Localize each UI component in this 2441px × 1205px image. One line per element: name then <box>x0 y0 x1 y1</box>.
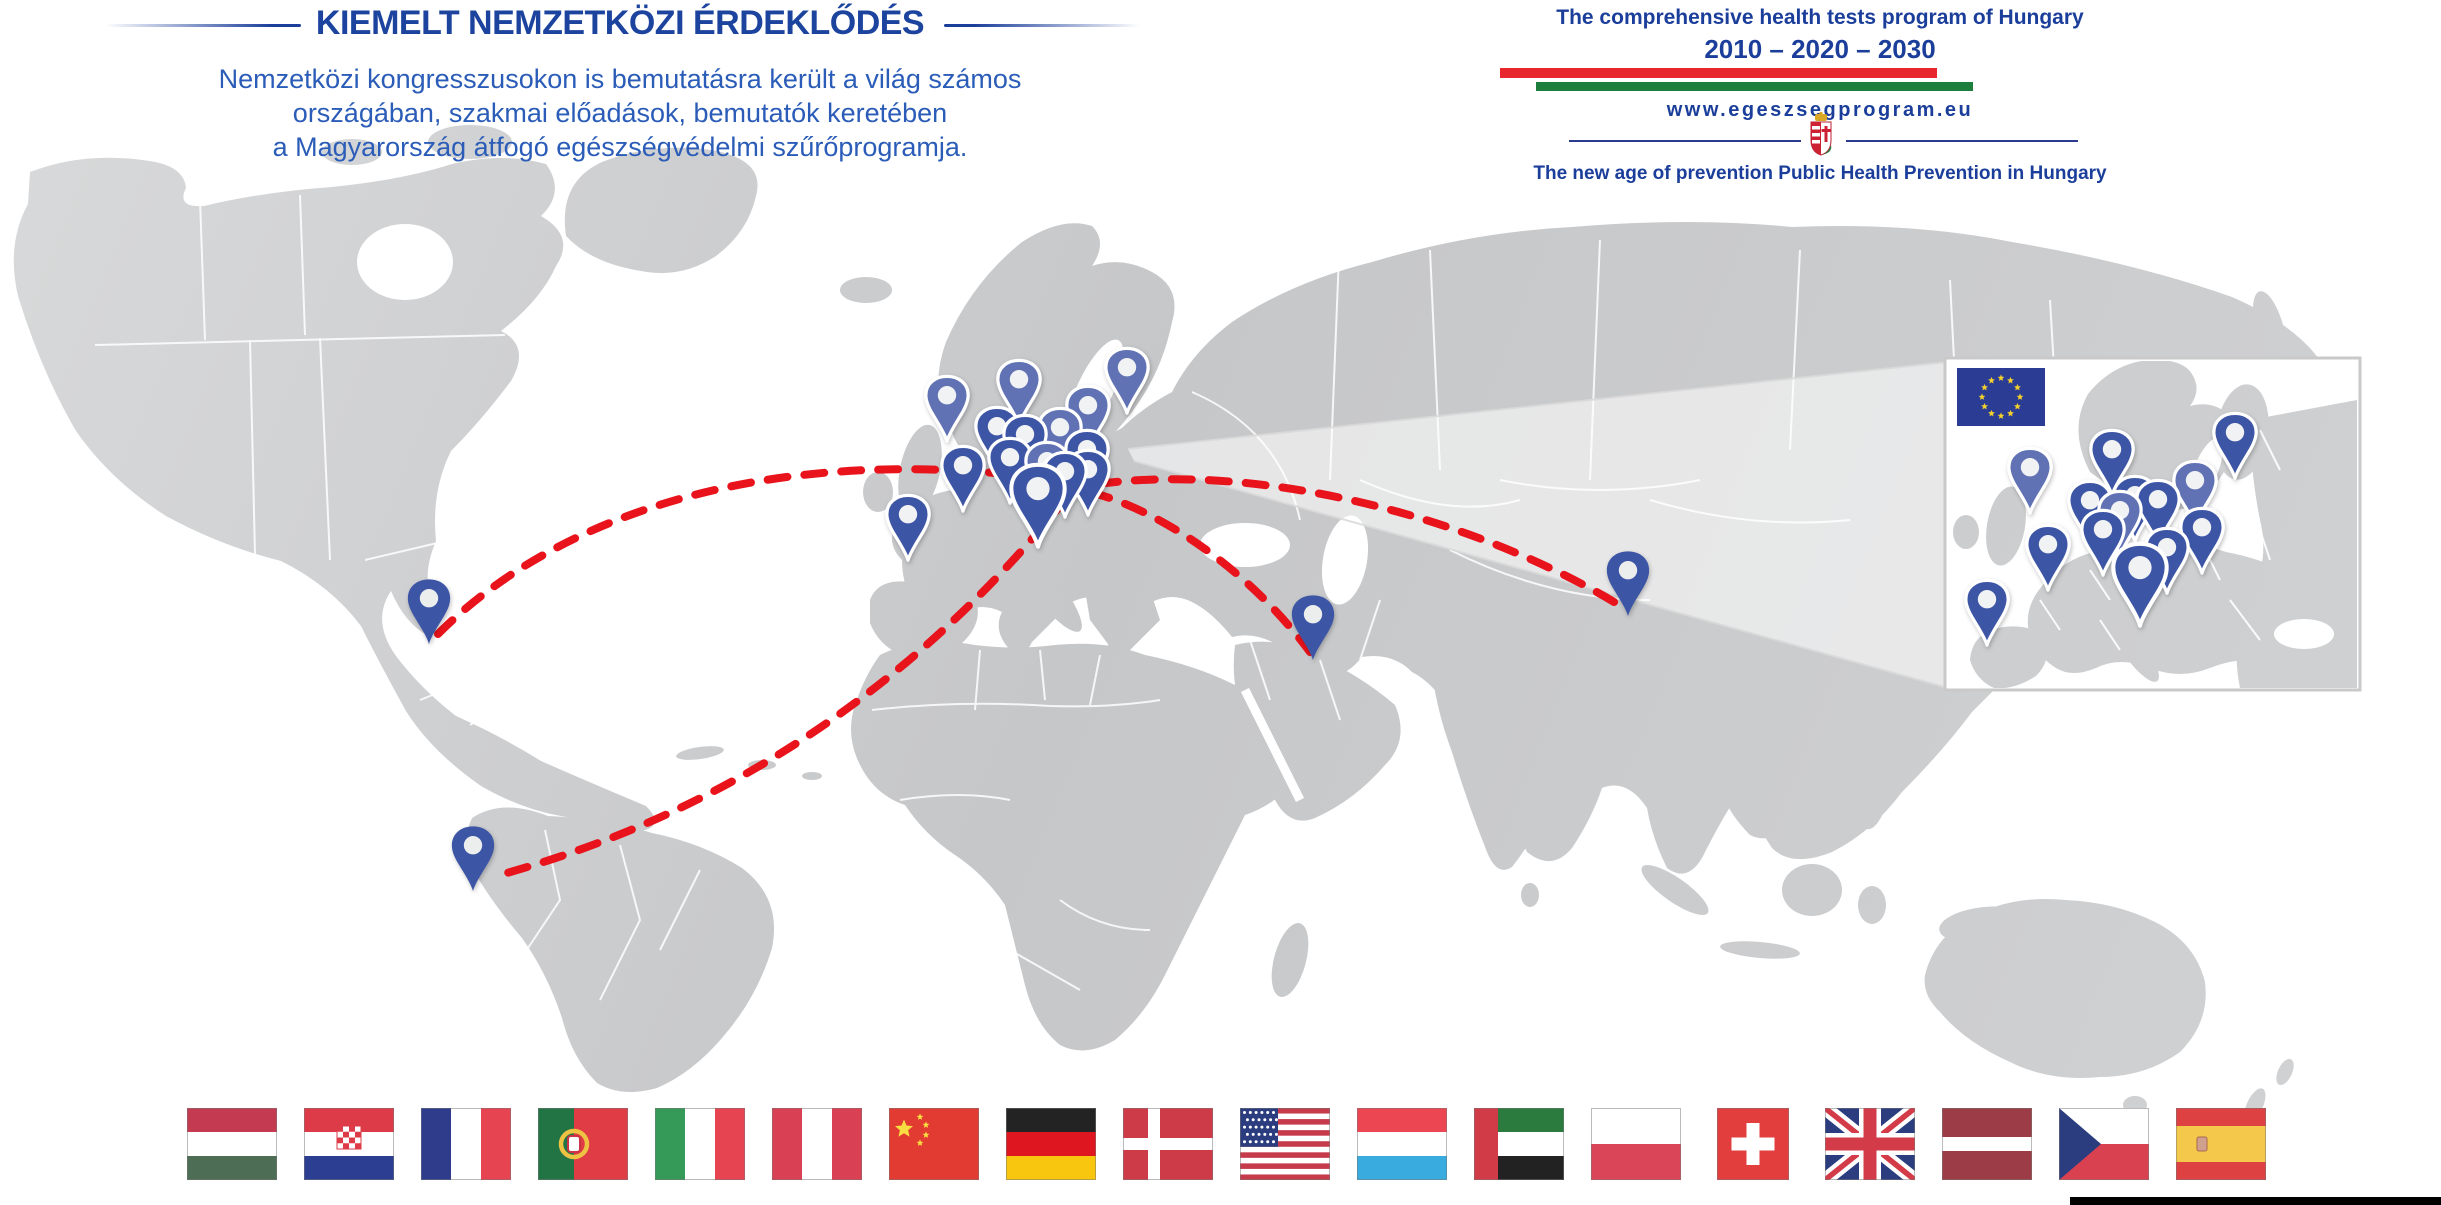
flag-hungary <box>187 1108 277 1180</box>
subtitle-line: országában, szakmai előadások, bemutatók… <box>292 98 948 128</box>
subtitle-line: a Magyarország átfogó egészségvédelmi sz… <box>272 132 968 162</box>
program-name: The comprehensive health tests program o… <box>1556 6 2084 29</box>
logo-divider-left <box>1569 140 1801 142</box>
logo-green-bar <box>1536 82 1973 91</box>
eu-star-icon <box>1988 409 1995 417</box>
flag-spain <box>2176 1108 2266 1180</box>
eu-star-icon <box>2014 402 2021 410</box>
europe-inset <box>1943 356 2362 692</box>
title-rule-left <box>105 24 301 27</box>
eu-star-icon <box>2007 409 2014 417</box>
route-china <box>1094 475 1628 612</box>
flag-usa <box>1240 1108 1330 1180</box>
flag-croatia <box>304 1108 394 1180</box>
flag-latvia <box>1942 1108 2032 1180</box>
eu-star-icon <box>1981 402 1988 410</box>
flag-italy <box>655 1108 745 1180</box>
eu-star-icon <box>1981 383 1988 391</box>
flag-czech <box>2059 1108 2149 1180</box>
eu-star-icon <box>1988 376 1995 384</box>
hungarian-crest-icon <box>1810 112 1832 156</box>
eu-flag-icon <box>1957 368 2045 426</box>
eu-star-icon <box>2007 376 2014 384</box>
flag-luxembourg <box>1357 1108 1447 1180</box>
page-title: KIEMELT NEMZETKÖZI ÉRDEKLŐDÉS <box>315 4 925 42</box>
bottom-right-black-bar <box>2070 1197 2441 1205</box>
eu-star-icon <box>1997 374 2005 381</box>
flag-uk <box>1825 1108 1915 1180</box>
program-years: 2010 – 2020 – 2030 <box>1704 34 1936 64</box>
logo-red-bar <box>1500 68 1937 78</box>
inset-beam <box>1128 362 1948 688</box>
flag-uae <box>1474 1108 1564 1180</box>
route-peru <box>492 492 1072 880</box>
program-tagline: The new age of prevention Public Health … <box>1533 163 2107 184</box>
eu-star-icon <box>1997 412 2005 419</box>
logo-divider-right <box>1846 140 2078 142</box>
title-rule-right <box>944 24 1140 27</box>
flag-denmark <box>1123 1108 1213 1180</box>
flag-poland <box>1591 1108 1681 1180</box>
map-pin-usa <box>407 579 451 645</box>
page-subtitle: Nemzetközi kongresszusokon is bemutatásr… <box>120 62 1120 164</box>
flag-france <box>421 1108 511 1180</box>
flag-china <box>889 1108 979 1180</box>
flag-germany <box>1006 1108 1096 1180</box>
program-website: www.egeszsegprogram.eu <box>1666 99 1974 121</box>
eu-star-icon <box>2016 393 2024 400</box>
flag-portugal <box>538 1108 628 1180</box>
route-uae <box>1086 488 1314 656</box>
inset-beam-lines <box>1127 361 1949 689</box>
subtitle-line: Nemzetközi kongresszusokon is bemutatásr… <box>218 64 1022 94</box>
eu-star-icon <box>1978 393 1986 400</box>
eu-star-icon <box>2014 383 2021 391</box>
flag-peru <box>772 1108 862 1180</box>
flag-switzerland <box>1708 1108 1798 1180</box>
